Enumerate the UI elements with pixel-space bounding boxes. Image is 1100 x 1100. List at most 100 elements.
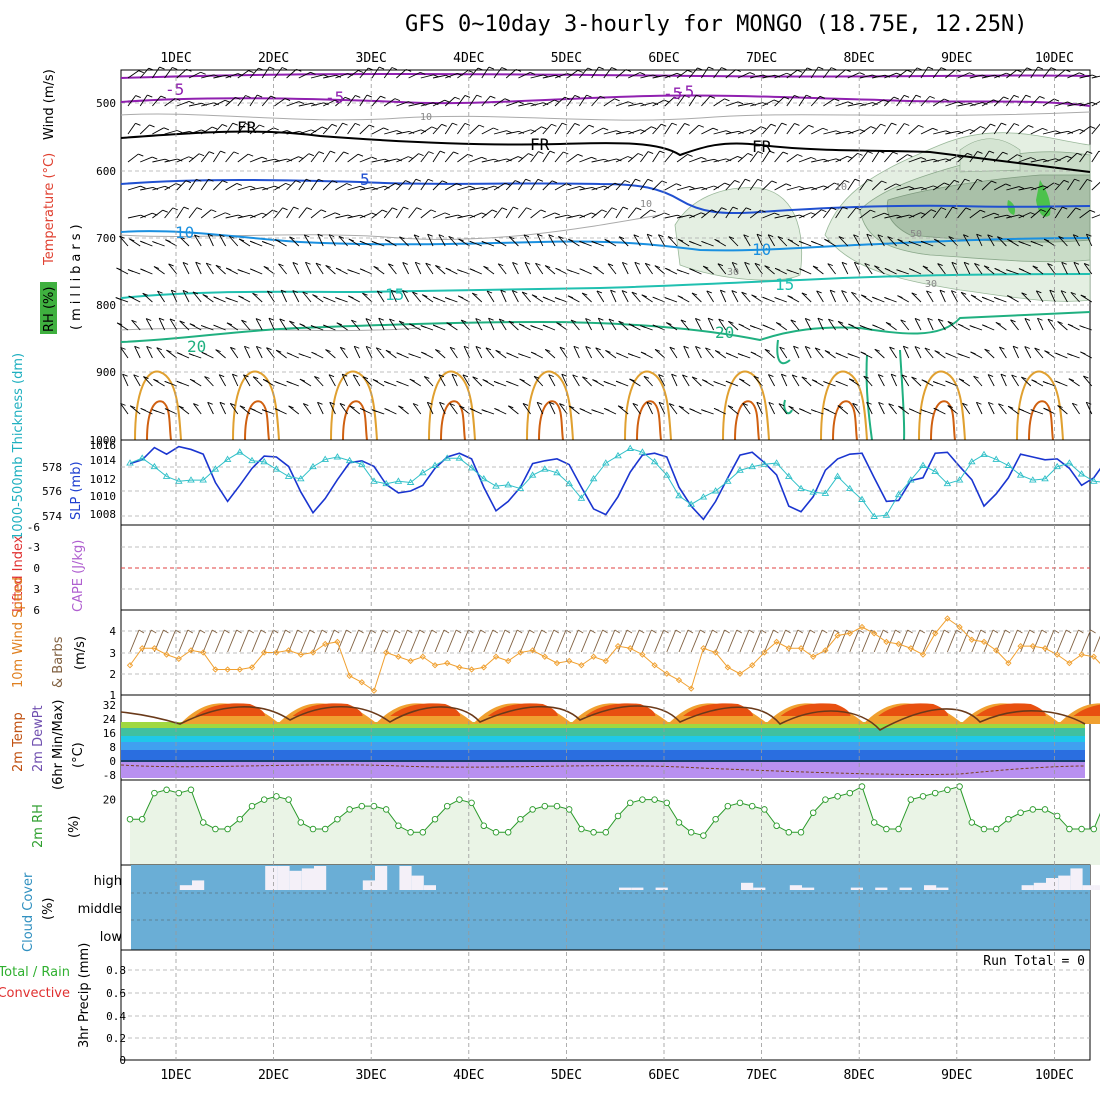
- temp-band: [121, 722, 1085, 728]
- thickness-point: [394, 477, 403, 484]
- thickness-point: [138, 454, 146, 461]
- axis-tick-label: 900: [96, 366, 116, 379]
- temp-band: [121, 728, 1085, 736]
- thickness-point: [248, 456, 256, 464]
- date-label-top: 6DEC: [648, 51, 679, 66]
- wind-speed-point: [663, 670, 670, 677]
- thickness-point: [504, 481, 512, 488]
- axis-tick-label: 1014: [90, 454, 117, 467]
- wind-speed-point: [395, 653, 402, 660]
- wind-speed-point: [700, 645, 707, 652]
- rh2m-point: [1005, 815, 1012, 823]
- rh2m-point: [1053, 812, 1061, 820]
- rh2m-point: [175, 789, 183, 797]
- cloud-high-bar: [1046, 878, 1059, 890]
- wind-speed-point: [1078, 651, 1085, 658]
- thickness-point: [748, 462, 756, 470]
- axis-tick-label: 8: [109, 741, 116, 754]
- thickness-point: [931, 467, 939, 475]
- thickness-point: [882, 511, 891, 518]
- rh2m-point: [187, 786, 195, 794]
- wind-speed-point: [639, 651, 646, 658]
- rh2m-point: [675, 819, 683, 826]
- thickness-point: [211, 465, 220, 472]
- axis-tick-label: 800: [96, 299, 116, 312]
- wind-speed-point: [505, 657, 512, 665]
- rh2m-point: [968, 819, 976, 826]
- thickness-point: [345, 456, 354, 464]
- wind-speed-point: [871, 630, 878, 637]
- thickness-point: [943, 479, 952, 487]
- cloud-high-bar: [411, 875, 424, 890]
- rh2m-point: [907, 796, 915, 803]
- rh2m-point: [334, 815, 341, 823]
- wind-speed-point: [1029, 642, 1036, 650]
- thickness-point: [846, 484, 854, 492]
- wind-units-label: (m/s): [73, 636, 88, 670]
- axis-tick-label: 1008: [90, 508, 117, 521]
- contour-label: 15: [775, 275, 794, 294]
- thickness-point: [638, 448, 647, 455]
- contour-label: 10: [420, 112, 432, 123]
- rh2m-area: [130, 786, 1100, 865]
- wind-speed-point: [810, 653, 817, 660]
- wind-speed-point: [834, 632, 841, 639]
- cloud-high-bar: [875, 887, 888, 890]
- rh2m-point: [456, 796, 463, 803]
- cape-label: CAPE (J/kg): [71, 540, 86, 612]
- cloud-high-bar: [936, 887, 949, 890]
- wind-speed-point: [456, 664, 463, 671]
- date-label-bottom: 3DEC: [356, 1068, 387, 1083]
- rh2m-point: [614, 812, 622, 820]
- wind-speed-point: [444, 659, 451, 667]
- rh2m-point: [724, 802, 732, 810]
- axis-tick-label: 578: [42, 461, 62, 474]
- lifted-index-label: Lifted Index: [11, 535, 26, 612]
- axis-tick-label: 500: [96, 97, 116, 110]
- thickness-point: [907, 476, 915, 483]
- contour-label: 20: [715, 323, 734, 342]
- wind-speed-point: [1005, 659, 1012, 667]
- thickness-point: [492, 482, 500, 489]
- rh2m-point: [846, 789, 854, 797]
- axis-tick-label: 20: [103, 794, 116, 807]
- thickness-point: [1016, 471, 1025, 478]
- wind-speed-point: [419, 653, 426, 660]
- rh2m-point: [1041, 806, 1049, 813]
- thickness-point: [1090, 477, 1098, 484]
- cloud-high-bar: [1082, 885, 1095, 890]
- rh2m-point: [1078, 825, 1085, 833]
- millibars-label: (millibars): [69, 220, 84, 330]
- thickness-point: [1053, 462, 1061, 470]
- thickness-point: [1004, 461, 1013, 468]
- rh2m-point: [419, 829, 427, 836]
- contour-label: 30: [727, 267, 739, 278]
- wind-speed-point: [627, 645, 634, 652]
- thickness-point: [736, 466, 744, 473]
- temp-units-label: (°C): [71, 742, 86, 768]
- cloud-cover-label: Cloud Cover: [21, 872, 36, 952]
- rh2m-point: [883, 825, 890, 833]
- cloud-high-bar: [265, 866, 278, 890]
- wind-speed-point: [590, 653, 597, 660]
- contour-label: FR: [237, 118, 257, 137]
- axis-tick-label: 1000: [90, 434, 117, 447]
- cloud-high-bar: [655, 887, 668, 890]
- temp-peak-hot: [780, 703, 851, 716]
- rh2m-point: [248, 802, 256, 810]
- thickness-point: [614, 451, 622, 459]
- axis-tick-label: 2: [109, 668, 116, 681]
- date-label-top: 9DEC: [941, 51, 972, 66]
- cloud-level-label: middle: [78, 902, 122, 917]
- temp-band: [121, 736, 1085, 742]
- rh2m-point: [639, 796, 646, 803]
- thickness-point: [894, 490, 903, 498]
- rh2m-point: [712, 815, 719, 823]
- thickness-point: [126, 459, 134, 466]
- rh2m-point: [1090, 825, 1098, 833]
- thickness-point: [565, 479, 573, 487]
- contour-label: 10: [752, 240, 771, 259]
- rh2m-point: [578, 825, 585, 833]
- cloud-high-bar: [179, 885, 192, 890]
- axis-tick-label: 1010: [90, 490, 117, 503]
